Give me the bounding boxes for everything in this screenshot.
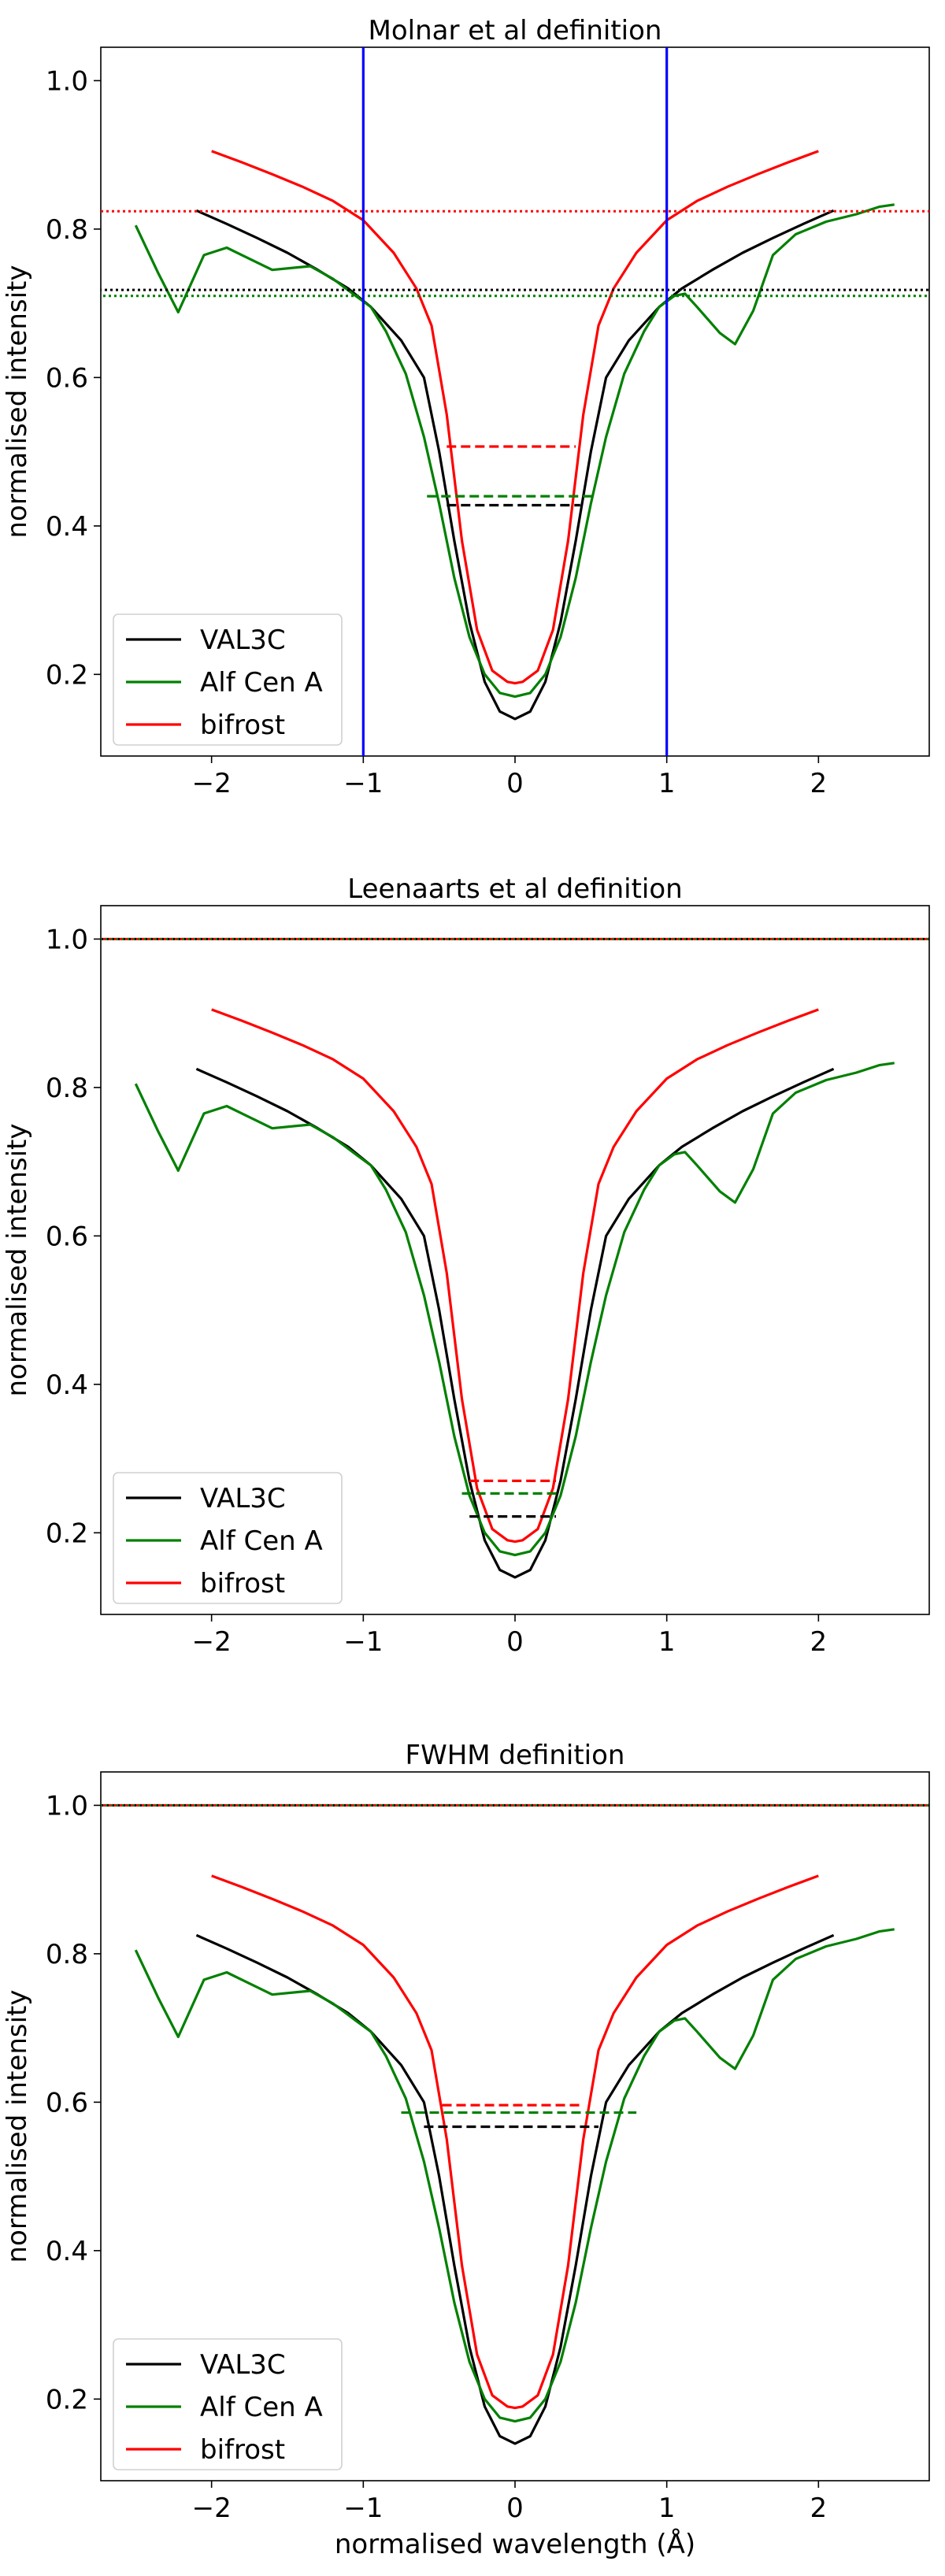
x-tick-label: −2 [192,2493,232,2524]
plot-area [101,1803,929,2445]
x-tick-label: 2 [810,1626,828,1658]
chart-title: Leenaarts et al definition [347,873,682,905]
series-line-bifrost [211,1008,819,1544]
y-tick-label: 0.6 [46,362,88,394]
legend-label: Alf Cen A [200,2392,323,2423]
y-tick-label: 1.0 [46,924,88,955]
y-tick-label: 1.0 [46,1790,88,1822]
chart-panel-2: Leenaarts et al definition −2 −1 0 1 2 0.2 0.4 0… [2,873,930,1658]
y-axis-label: normalised intensity [2,1989,33,2263]
y-tick-label: 0.2 [46,2384,88,2415]
y-tick-label: 0.8 [46,214,88,246]
legend-box [113,1472,343,1604]
chart-title: Molnar et al definition [369,15,662,46]
y-tick-label: 0.4 [46,1370,88,1401]
x-tick-label: 1 [658,2493,676,2524]
legend-label: bifrost [200,710,285,741]
legend-label: bifrost [200,2434,285,2466]
x-tick-label: 0 [506,2493,524,2524]
x-tick-label: 1 [658,1626,676,1658]
y-tick-label: 0.8 [46,1073,88,1104]
x-tick-label: −2 [192,1626,232,1658]
y-axis-label: normalised intensity [2,1123,33,1396]
y-tick-label: 0.2 [46,659,88,691]
x-tick-label: −1 [343,2493,383,2524]
plot-area [101,47,929,756]
y-tick-label: 0.6 [46,1221,88,1252]
y-axis-label: normalised intensity [2,265,33,538]
plot-area [101,937,929,1579]
series-line-bifrost [211,1874,819,2410]
x-tick-label: 0 [506,1626,524,1658]
legend-label: VAL3C [200,625,286,656]
legend-label: VAL3C [200,2349,286,2381]
legend-box [113,613,343,746]
legend: VAL3C Alf Cen A bifrost [113,1472,343,1604]
legend: VAL3C Alf Cen A bifrost [113,2338,343,2470]
x-tick-label: 1 [658,768,676,799]
series-line-alf-cen-a [134,1928,895,2423]
chart-title: FWHM definition [406,1740,625,1771]
x-tick-label: 2 [810,768,828,799]
series-line-bifrost [211,150,819,685]
legend-label: VAL3C [200,1483,286,1514]
y-tick-label: 0.2 [46,1518,88,1549]
y-tick-label: 0.4 [46,2236,88,2267]
x-tick-label: −2 [192,768,232,799]
legend-box [113,2338,343,2470]
y-tick-label: 0.8 [46,1939,88,1970]
series-line-alf-cen-a [134,1062,895,1557]
x-tick-label: −1 [343,768,383,799]
y-tick-label: 0.6 [46,2087,88,2118]
series-line-alf-cen-a [134,203,895,699]
legend: VAL3C Alf Cen A bifrost [113,613,343,746]
legend-label: bifrost [200,1568,285,1599]
legend-label: Alf Cen A [200,667,323,699]
legend-label: Alf Cen A [200,1525,323,1557]
x-tick-label: 2 [810,2493,828,2524]
y-tick-label: 1.0 [46,65,88,97]
y-tick-label: 0.4 [46,511,88,543]
x-tick-label: −1 [343,1626,383,1658]
x-tick-label: 0 [506,768,524,799]
x-axis-label: normalised wavelength (Å) [335,2528,695,2560]
chart-panel-1: Molnar et al definition −2 −1 0 1 2 0.2 0.4 0.6 0… [2,15,930,799]
chart-panel-3: FWHM definition −2 −1 0 1 2 0.2 0.4 0.6 0.8 1.0 nor… [2,1740,930,2560]
